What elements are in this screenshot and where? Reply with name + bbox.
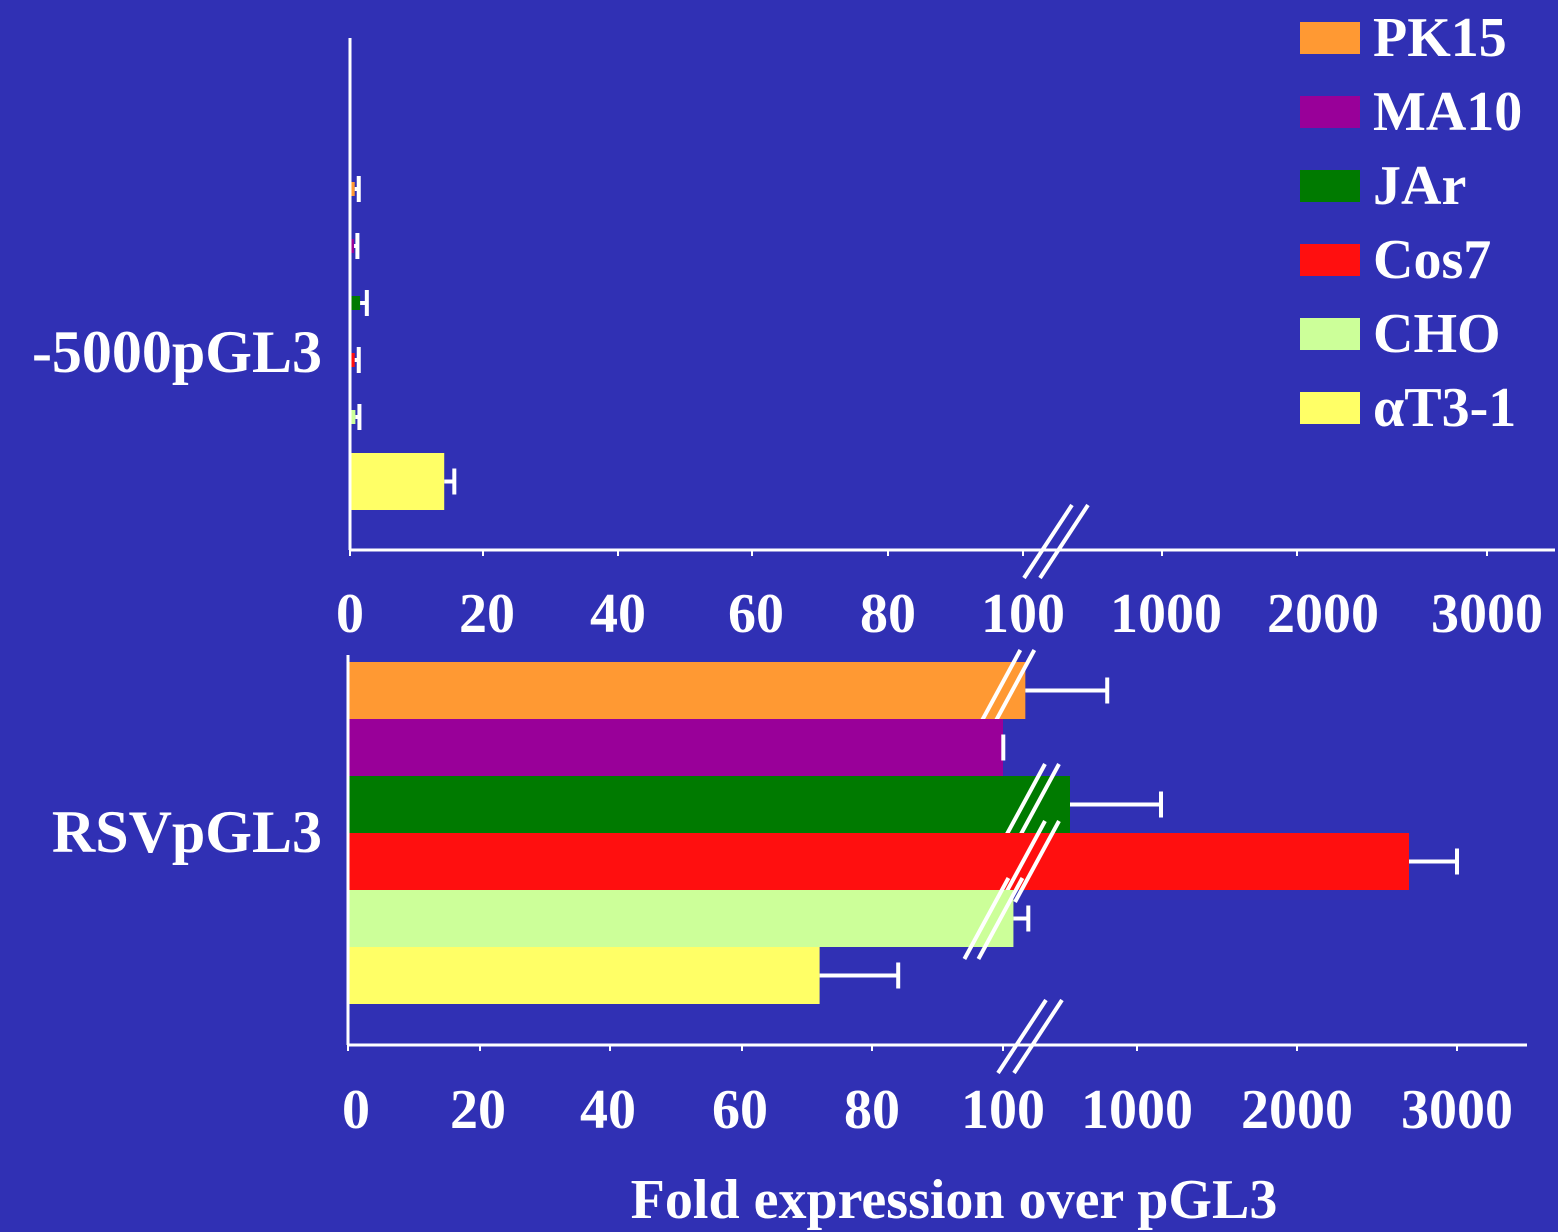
tick-label: 3000: [1431, 583, 1543, 645]
legend-swatch: [1300, 392, 1360, 424]
panel-2: RSVpGL3 0 20 40 60 80 100 1000 2000 3000: [52, 649, 1527, 1141]
legend-swatch: [1300, 96, 1360, 128]
tick-label: 2000: [1241, 1079, 1353, 1141]
legend-swatch: [1300, 170, 1360, 202]
bar-t31: [348, 947, 820, 1004]
tick-label: 40: [580, 1079, 636, 1141]
bar-t31: [350, 453, 445, 510]
tick-label: 80: [844, 1079, 900, 1141]
tick-label: 40: [590, 583, 646, 645]
bar-break-mark: [999, 820, 1047, 903]
x-axis-title: Fold expression over pGL3: [631, 1169, 1278, 1231]
legend-label: PK15: [1373, 7, 1507, 69]
legend: PK15 MA10 JAr Cos7 CHO αT3-1: [1300, 7, 1522, 439]
tick-label: 80: [860, 583, 916, 645]
panel-1: -5000pGL3 0 20 40 60 80 100 1000 2000 3000: [32, 38, 1555, 645]
group-label: -5000pGL3: [32, 319, 322, 385]
bar-break-mark: [1013, 820, 1061, 903]
tick-label: 100: [961, 1079, 1045, 1141]
tick-label: 2000: [1267, 583, 1379, 645]
bar-break-mark: [1013, 763, 1061, 846]
bar-cho: [348, 890, 1014, 947]
bar-pk15: [348, 662, 1026, 719]
bar-break-mark: [962, 877, 1011, 960]
axis-break-mark: [1012, 998, 1064, 1075]
axis-break-mark: [1038, 503, 1090, 580]
legend-label: MA10: [1373, 81, 1522, 143]
bar-ma10: [348, 719, 1003, 776]
bar-break-mark: [988, 649, 1037, 732]
tick-label: 1000: [1081, 1079, 1193, 1141]
legend-label: CHO: [1373, 303, 1501, 365]
bar-break-mark: [976, 877, 1025, 960]
tick-label: 1000: [1110, 583, 1222, 645]
bar-cos7: [348, 833, 1409, 890]
tick-label: 0: [342, 1079, 370, 1141]
tick-label: 60: [712, 1079, 768, 1141]
bar-break-mark: [974, 649, 1023, 732]
bar-cho: [350, 410, 356, 424]
bar-break-mark: [999, 763, 1047, 846]
axis-break-mark: [1022, 503, 1074, 580]
tick-label: 0: [336, 583, 364, 645]
legend-swatch: [1300, 22, 1360, 54]
bar-pk15: [350, 182, 355, 196]
bar-jar: [348, 776, 1070, 833]
tick-label: 3000: [1401, 1079, 1513, 1141]
legend-swatch: [1300, 318, 1360, 350]
legend-label: JAr: [1373, 155, 1466, 217]
bar-ma10: [350, 239, 355, 253]
legend-label: αT3-1: [1373, 377, 1516, 439]
legend-swatch: [1300, 244, 1360, 276]
group-label: RSVpGL3: [52, 799, 322, 865]
legend-label: Cos7: [1373, 229, 1491, 291]
axis-break-mark: [996, 998, 1048, 1075]
bar-cos7: [350, 353, 355, 367]
tick-label: 20: [450, 1079, 506, 1141]
tick-label: 60: [728, 583, 784, 645]
tick-label: 20: [459, 583, 515, 645]
tick-label: 100: [981, 583, 1065, 645]
bar-jar: [350, 296, 361, 310]
